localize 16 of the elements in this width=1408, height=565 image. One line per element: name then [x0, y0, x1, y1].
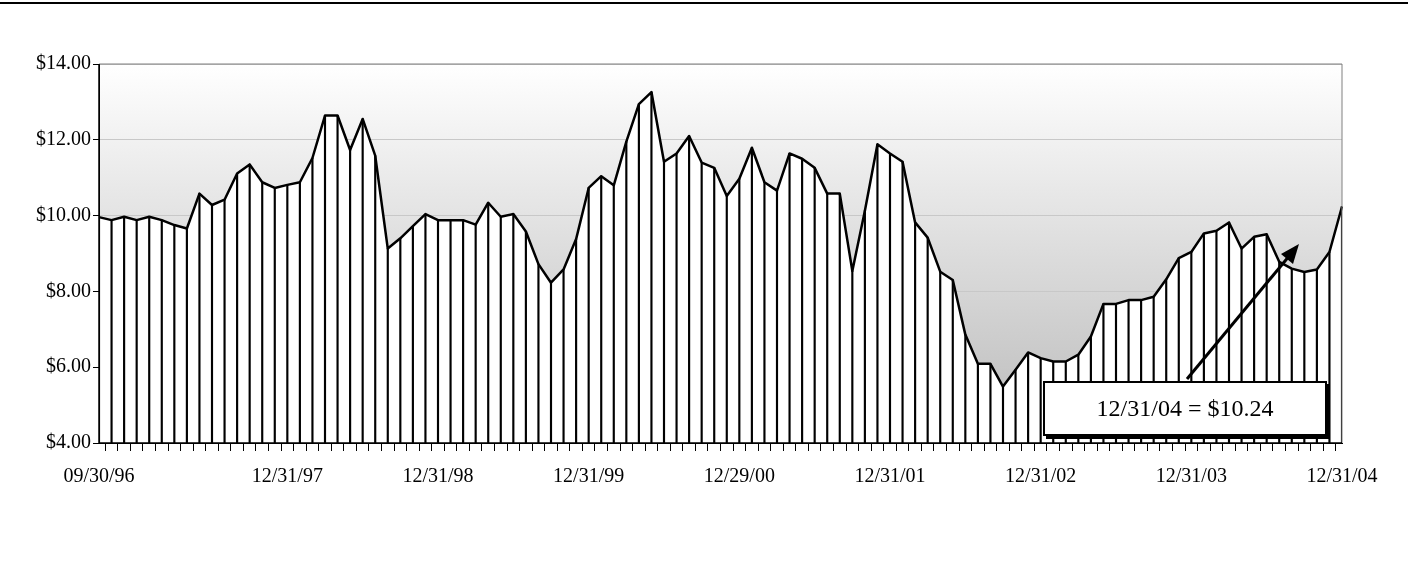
- y-tick-label: $8.00: [46, 278, 91, 301]
- y-tick-label: $12.00: [36, 127, 91, 150]
- x-tick-label: 12/31/01: [854, 464, 926, 487]
- x-tick-label: 12/31/97: [251, 464, 323, 487]
- x-tick-label: 12/31/04: [1306, 464, 1378, 487]
- annotation: 12/31/04 = $10.24: [1043, 381, 1327, 436]
- y-tick-label: $6.00: [46, 354, 91, 377]
- y-tick-label: $10.00: [36, 202, 91, 225]
- x-tick-label: 12/31/02: [1005, 464, 1077, 487]
- x-tick-label: 12/31/99: [553, 464, 625, 487]
- y-tick-label: $14.00: [36, 51, 91, 74]
- x-tick-label: 12/31/98: [402, 464, 474, 487]
- x-tick-label: 09/30/96: [63, 464, 135, 487]
- y-tick-label: $4.00: [46, 430, 91, 453]
- x-tick-label: 12/29/00: [703, 464, 775, 487]
- x-tick-label: 12/31/03: [1155, 464, 1227, 487]
